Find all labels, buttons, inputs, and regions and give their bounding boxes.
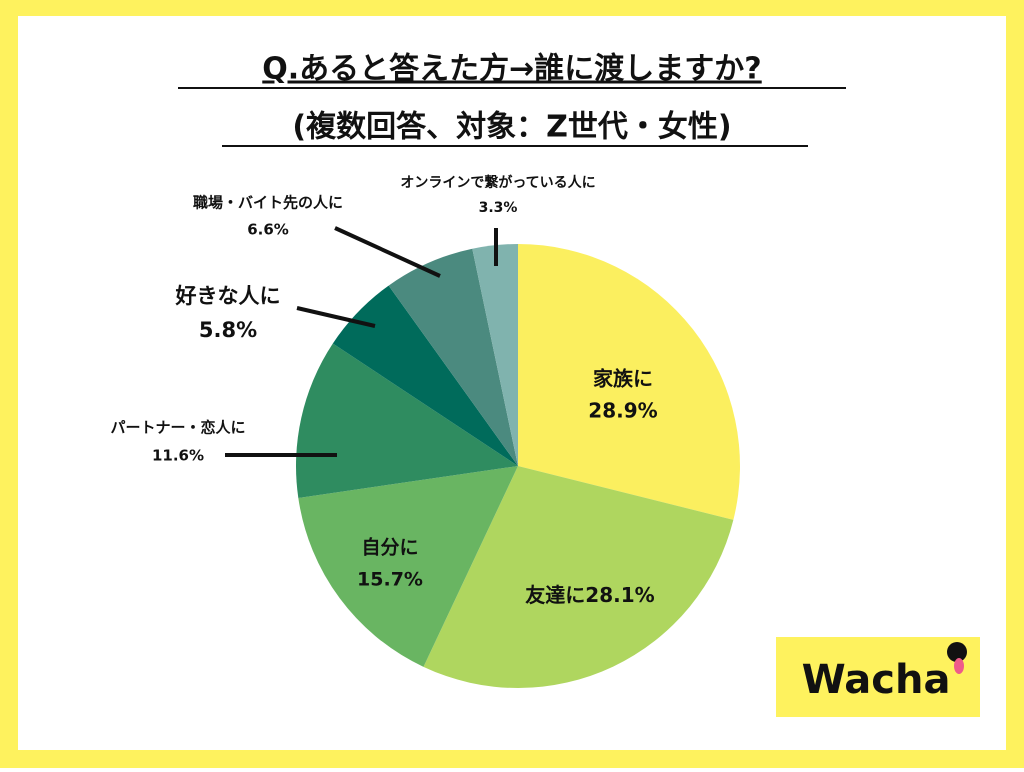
chart-subtitle: (複数回答、対象：Z世代・女性) xyxy=(292,110,731,145)
logo-box xyxy=(776,637,980,717)
value-label: 28.1% xyxy=(585,583,654,607)
value-label: 3.3% xyxy=(479,200,518,216)
value-label: 5.8% xyxy=(199,318,257,342)
leader-line xyxy=(296,306,376,328)
leader-line xyxy=(334,226,441,278)
category-label: 家族に xyxy=(593,367,653,391)
category-label: 職場・バイト先の人に xyxy=(193,194,343,212)
pie-slice xyxy=(298,466,518,667)
pie: 家族に 28.9% 友達に28.1% 自分に 15.7% パートナー・恋人に 11.6% 好き… xyxy=(110,174,740,689)
category-label: オンラインで繋がっている人に xyxy=(400,174,595,191)
pie-slice xyxy=(388,248,518,466)
category-label: パートナー・恋人に xyxy=(110,419,245,437)
category-label: 好きな人に xyxy=(175,284,281,308)
slice-label: 友達に28.1% xyxy=(525,583,654,607)
logo: Wacha xyxy=(802,657,951,703)
pie-slice xyxy=(295,343,518,498)
chart-title: Q.あると答えた方→誰に渡しますか? xyxy=(262,52,761,87)
pie-slice xyxy=(332,285,518,466)
logo-tongue xyxy=(954,658,964,674)
logo-dot xyxy=(947,642,967,662)
value-label: 28.9% xyxy=(588,399,657,423)
value-label: 15.7% xyxy=(357,569,423,591)
value-label: 6.6% xyxy=(247,221,289,239)
pie-slice xyxy=(472,244,518,466)
pie-slice xyxy=(518,244,740,520)
category-label: 友達に xyxy=(525,583,585,607)
pie-slice xyxy=(423,466,734,689)
value-label: 11.6% xyxy=(152,447,204,465)
category-label: 自分に xyxy=(361,536,418,559)
